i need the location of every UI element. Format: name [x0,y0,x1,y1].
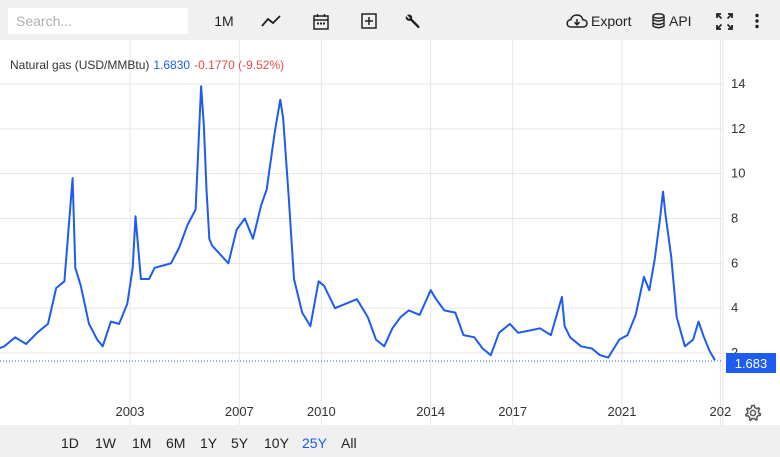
toolbar: 1M [0,0,780,40]
x-tick-label: 2003 [116,404,145,419]
api-label: API [669,13,692,29]
x-tick-label: 2021 [608,404,637,419]
x-tick-label: 2007 [225,404,254,419]
settings-tool-button[interactable] [401,8,423,34]
chart-type-button[interactable] [258,8,284,34]
x-tick-label: 2014 [416,404,445,419]
x-tick-label: 2017 [498,404,527,419]
range-button-all[interactable]: All [341,435,357,451]
range-button-6m[interactable]: 6M [166,435,186,451]
x-tick-label: 202 [710,404,732,419]
cloud-download-icon [566,14,588,28]
range-button-1w[interactable]: 1W [95,435,116,451]
export-button[interactable]: Export [566,8,634,34]
export-label: Export [591,13,632,29]
range-button-25y[interactable]: 25Y [302,435,327,451]
range-button-1d[interactable]: 1D [61,435,79,451]
plus-box-icon [361,13,377,29]
price-series-line [0,85,716,361]
y-tick-label: 8 [731,211,738,226]
range-selector: 1D 1W 1M 6M 1Y 5Y 10Y 25Y All [0,425,780,457]
wrench-icon [405,14,420,28]
y-axis-labels: 2 4 6 8 10 12 14 [731,76,745,360]
x-tick-label: 2010 [307,404,336,419]
y-tick-label: 4 [731,300,738,315]
y-tick-label: 14 [731,76,745,91]
add-indicator-button[interactable] [358,8,380,34]
search-input[interactable] [8,8,188,34]
chart-area[interactable]: 2 4 6 8 10 12 14 2003 2007 2010 2014 2017 2021 202 [0,40,780,425]
range-button-1y[interactable]: 1Y [200,435,218,451]
gear-icon[interactable] [744,404,762,422]
series-name: Natural gas (USD/MMBtu) [10,58,150,72]
more-menu-button[interactable] [750,8,764,34]
interval-button[interactable]: 1M [214,13,234,29]
more-vertical-icon [755,13,759,29]
chart-legend: Natural gas (USD/MMBtu) 1.6830 -0.1770 (-9… [10,58,284,72]
price-chart: 2 4 6 8 10 12 14 2003 2007 2010 2014 2017 2021 202 [0,40,745,425]
calendar-icon [313,13,329,30]
range-button-10y[interactable]: 10Y [264,435,289,451]
fullscreen-button[interactable] [713,8,735,34]
database-icon [652,13,665,29]
y-tick-label: 10 [731,166,745,181]
series-change: -0.1770 (-9.52%) [194,58,285,72]
y-tick-label: 2 [731,345,738,360]
range-button-5y[interactable]: 5Y [231,435,249,451]
api-button[interactable]: API [652,8,694,34]
date-range-button[interactable] [310,8,332,34]
range-button-1m[interactable]: 1M [132,435,152,451]
grid-lines [0,40,723,425]
y-tick-label: 12 [731,121,745,136]
last-price-tag: 1.683 [726,353,776,373]
x-axis-labels: 2003 2007 2010 2014 2017 2021 202 [116,404,732,419]
line-chart-icon [261,15,281,27]
fullscreen-icon [715,12,733,30]
series-value: 1.6830 [153,58,191,72]
y-tick-label: 6 [731,255,738,270]
